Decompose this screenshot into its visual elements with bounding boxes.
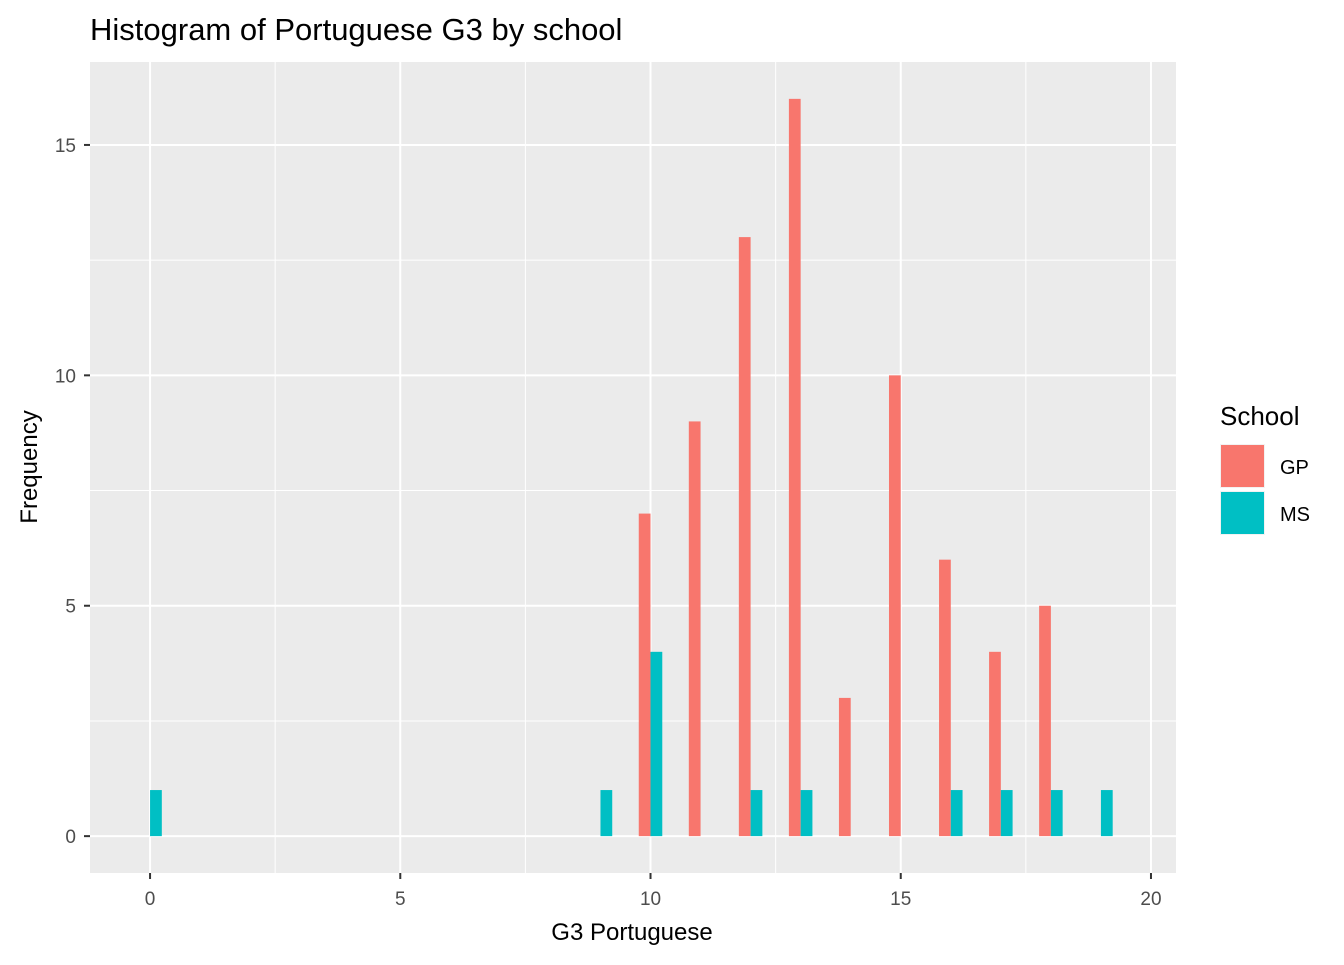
bar-ms-9: [600, 790, 613, 837]
y-tick-label: 10: [55, 366, 76, 387]
bar-ms-17: [1000, 790, 1013, 837]
bar-gp-13: [788, 98, 801, 837]
y-tick-label: 5: [65, 597, 76, 618]
bar-gp-15: [888, 375, 901, 837]
bar-gp-17: [989, 651, 1001, 837]
plot-panel: [90, 62, 1176, 873]
legend: School GP MS: [1220, 401, 1310, 535]
bar-ms-19: [1100, 790, 1113, 837]
legend-label-ms: MS: [1280, 504, 1310, 526]
bar-gp-12: [738, 237, 751, 837]
bar-ms-13: [800, 790, 813, 837]
bar-ms-12: [750, 790, 763, 837]
bar-ms-18: [1050, 790, 1063, 837]
x-tick-label: 10: [640, 889, 661, 910]
legend-title: School: [1220, 401, 1300, 431]
legend-swatch-ms: [1221, 492, 1264, 534]
bar-ms-10: [650, 651, 663, 837]
y-tick-label: 15: [55, 136, 76, 157]
bar-ms-16: [950, 790, 963, 837]
bar-ms-0: [150, 790, 162, 837]
x-tick-label: 15: [890, 889, 911, 910]
x-tick-label: 20: [1140, 889, 1161, 910]
y-tick-label: 0: [65, 827, 76, 848]
y-axis: 0 5 10 15: [55, 136, 90, 848]
x-axis-title: G3 Portuguese: [551, 919, 712, 946]
y-axis-title: Frequency: [16, 410, 43, 523]
bar-gp-18: [1039, 605, 1051, 837]
bars: [150, 98, 1113, 837]
bar-gp-14: [838, 697, 851, 837]
legend-swatch-gp: [1221, 445, 1264, 487]
x-axis: 0 5 10 15 20: [145, 873, 1162, 910]
bar-gp-16: [939, 559, 951, 837]
bar-gp-10: [638, 513, 651, 837]
legend-label-gp: GP: [1280, 457, 1309, 479]
minor-gridlines: [90, 62, 1176, 873]
bar-gp-11: [688, 421, 701, 837]
chart-title: Histogram of Portuguese G3 by school: [90, 12, 622, 47]
x-tick-label: 0: [145, 889, 156, 910]
x-tick-label: 5: [395, 889, 406, 910]
